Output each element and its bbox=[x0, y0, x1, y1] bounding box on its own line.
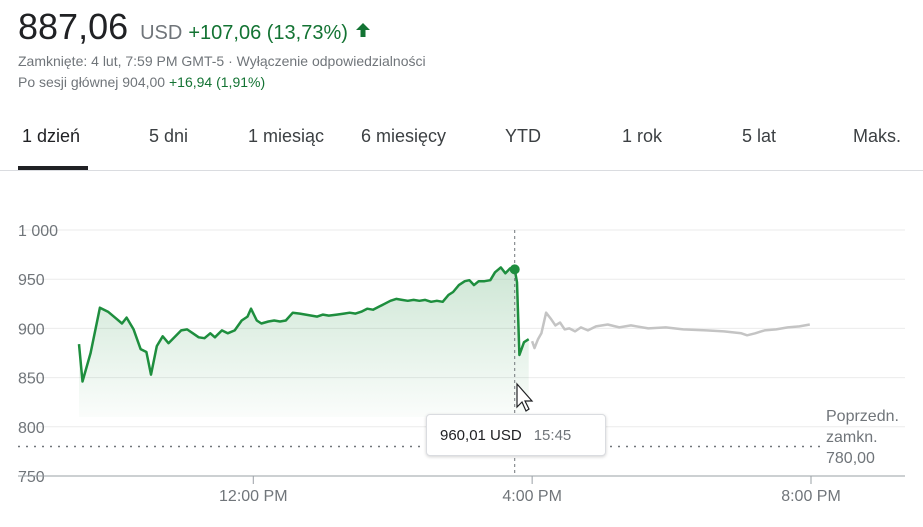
currency-label: USD bbox=[140, 22, 183, 44]
hover-point bbox=[509, 264, 520, 275]
previous-close-line-2: zamkn. bbox=[826, 429, 878, 446]
hover-tooltip: 960,01 USD 15:45 bbox=[426, 414, 606, 456]
y-tick-label: 900 bbox=[18, 321, 45, 338]
active-tab-indicator bbox=[18, 166, 88, 170]
x-tick-label: 12:00 PM bbox=[219, 488, 287, 505]
tab-1-year[interactable]: 1 rok bbox=[622, 126, 663, 146]
previous-close-line-1: Poprzedn. bbox=[826, 408, 899, 425]
y-tick-label: 850 bbox=[18, 371, 45, 388]
tab-max[interactable]: Maks. bbox=[853, 126, 902, 146]
mouse-cursor-icon bbox=[516, 382, 534, 412]
range-tabs: 1 dzień 5 dni 1 miesiąc 6 miesięcy YTD 1… bbox=[0, 112, 923, 171]
after-hours-change: +16,94 (1,91%) bbox=[169, 74, 266, 90]
previous-close-label: Poprzedn. zamkn. 780,00 bbox=[826, 406, 899, 469]
y-tick-label: 750 bbox=[18, 469, 45, 486]
arrow-up-icon bbox=[355, 23, 370, 37]
after-hours-label: Po sesji głównej 904,00 bbox=[18, 74, 166, 90]
x-tick-label: 8:00 PM bbox=[781, 488, 841, 505]
current-price: 887,06 bbox=[18, 6, 129, 47]
x-tick-label: 4:00 PM bbox=[502, 488, 562, 505]
y-tick-label: 800 bbox=[18, 420, 45, 437]
after-hours-line: Po sesji głównej 904,00 +16,94 (1,91%) bbox=[18, 74, 265, 90]
tooltip-value: 960,01 USD bbox=[440, 426, 522, 444]
price-change: +107,06 (13,73%) bbox=[188, 22, 348, 44]
y-tick-label: 950 bbox=[18, 272, 45, 289]
tab-ytd[interactable]: YTD bbox=[505, 126, 541, 146]
tab-5-years[interactable]: 5 lat bbox=[742, 126, 777, 146]
quote-header: 887,06 USD +107,06 (13,73%) bbox=[18, 6, 372, 48]
tab-1-month[interactable]: 1 miesiąc bbox=[248, 126, 325, 146]
tooltip-time: 15:45 bbox=[533, 426, 572, 444]
regular-session-area bbox=[79, 267, 529, 417]
y-tick-label: 1 000 bbox=[18, 223, 58, 240]
tab-5-days[interactable]: 5 dni bbox=[149, 126, 189, 146]
closed-disclaimer-line: Zamknięte: 4 lut, 7:59 PM GMT-5 · Wyłącz… bbox=[18, 53, 426, 69]
tab-1-day[interactable]: 1 dzień bbox=[22, 126, 81, 146]
after-hours-series-line bbox=[530, 311, 811, 350]
previous-close-value: 780,00 bbox=[826, 450, 875, 467]
tab-6-months[interactable]: 6 miesięcy bbox=[361, 126, 447, 146]
regular-session-series-line bbox=[77, 266, 530, 383]
